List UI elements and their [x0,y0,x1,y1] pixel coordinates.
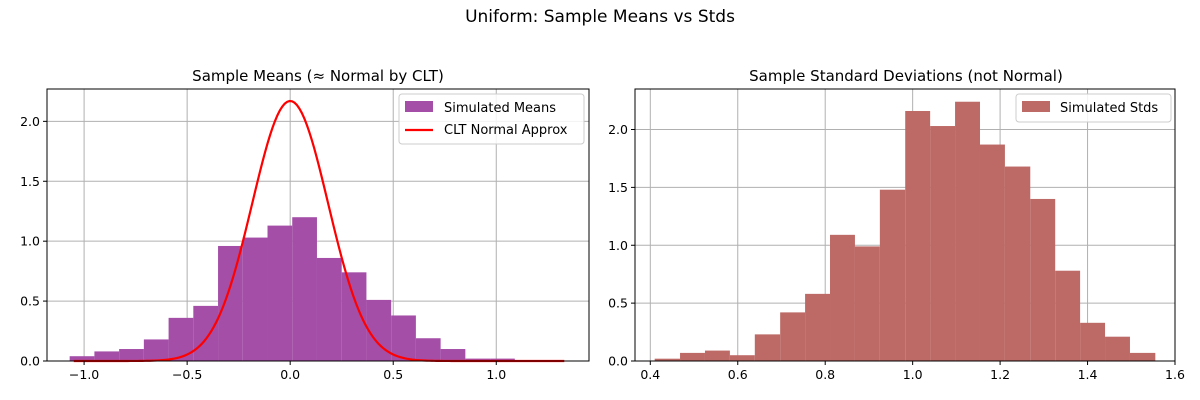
stds-xtick-label: 1.2 [990,367,1010,382]
stds-histogram-bar [1055,270,1081,361]
means-chart-ticks: −1.0 −0.5 0.0 0.5 1.0 0.0 0.5 1.0 1.5 2.0 [20,114,506,382]
stds-chart-frame [634,88,1176,362]
stds-histogram-bar [729,355,755,361]
means-histogram-bar [218,245,243,361]
means-xtick-label: −0.5 [172,367,202,382]
stds-histogram-bar [1080,322,1106,361]
figure-suptitle: Uniform: Sample Means vs Stds [465,7,735,27]
stds-histogram-bar [754,334,781,361]
means-ytick-label: 2.0 [20,114,40,129]
stds-histogram-bar [1030,198,1056,361]
stds-histogram-bar [905,110,931,361]
stds-xtick-label: 0.6 [728,367,748,382]
stds-legend-label-histogram: Simulated Stds [1060,101,1158,116]
stds-ytick-label: 1.5 [608,180,628,195]
means-ytick-label: 0.0 [20,354,40,369]
means-chart-bars [69,217,515,361]
stds-legend-box [1015,93,1172,123]
means-histogram-bar [267,225,293,361]
stds-xtick-label: 1.0 [903,367,923,382]
means-histogram-bar [465,358,491,361]
means-histogram-bar [415,338,441,361]
stds-ytick-label: 0.0 [608,354,628,369]
means-ytick-label: 1.5 [20,174,40,189]
stds-ytick-label: 0.5 [608,296,628,311]
stds-legend-swatch-histogram [1022,101,1050,112]
means-xtick-label: 0.0 [280,367,300,382]
means-histogram-bar [119,349,144,361]
means-xtick-label: 0.5 [383,367,403,382]
means-ytick-label: 1.0 [20,234,40,249]
means-histogram-bar [316,257,342,361]
stds-histogram-bar [879,189,906,361]
stds-histogram-bar [1004,166,1031,361]
stds-xtick-label: 1.6 [1165,367,1185,382]
stds-histogram-bar [930,126,956,361]
means-histogram-bar [391,315,416,361]
stds-histogram-bar [654,358,681,361]
stds-xtick-label: 0.8 [815,367,835,382]
means-chart-title: Sample Means (≈ Normal by CLT) [192,67,444,85]
means-chart-panel: Sample Means (≈ Normal by CLT) −1.0 −0.5 0… [20,67,590,382]
stds-xtick-label: 1.4 [1078,367,1098,382]
stds-histogram-bar [1129,352,1156,361]
means-xtick-label: −1.0 [69,367,99,382]
means-xtick-label: 1.0 [486,367,506,382]
means-histogram-bar [292,217,317,361]
means-chart-frame [46,88,590,362]
means-chart-legend: Simulated Means CLT Normal Approx [398,93,585,145]
stds-ytick-label: 2.0 [608,122,628,137]
stds-histogram-bar [780,312,806,361]
means-legend-label-histogram: Simulated Means [444,101,556,116]
stds-histogram-bar [830,234,855,361]
means-legend-label-curve: CLT Normal Approx [444,123,568,138]
stds-histogram-bar [979,144,1005,361]
stds-ytick-label: 1.0 [608,238,628,253]
stds-chart-ticks: 0.4 0.6 0.8 1.0 1.2 1.4 1.6 0.0 0.5 1.0 1.5 2.0 [608,122,1185,382]
means-histogram-bar [440,349,466,361]
means-ytick-label: 0.5 [20,294,40,309]
stds-histogram-bar [805,293,831,361]
means-histogram-bar [193,305,219,361]
stds-histogram-bar [854,246,880,361]
stds-histogram-bar [680,352,705,361]
stds-xtick-label: 0.4 [640,367,660,382]
means-histogram-bar [242,237,268,361]
stds-chart-title: Sample Standard Deviations (not Normal) [749,67,1063,85]
means-histogram-bar [143,339,169,361]
stds-histogram-bar [704,350,730,361]
stds-chart-legend: Simulated Stds [1015,93,1172,123]
means-histogram-bar [94,351,120,361]
means-legend-box [398,93,585,145]
means-histogram-bar [69,356,95,361]
stds-chart-panel: Sample Standard Deviations (not Normal) … [608,67,1185,382]
stds-histogram-bar [1105,336,1130,361]
stds-histogram-bar [955,101,980,361]
means-legend-swatch-histogram [405,101,433,112]
means-histogram-bar [168,317,194,361]
means-histogram-bar [490,358,515,361]
stds-chart-bars [654,101,1156,361]
